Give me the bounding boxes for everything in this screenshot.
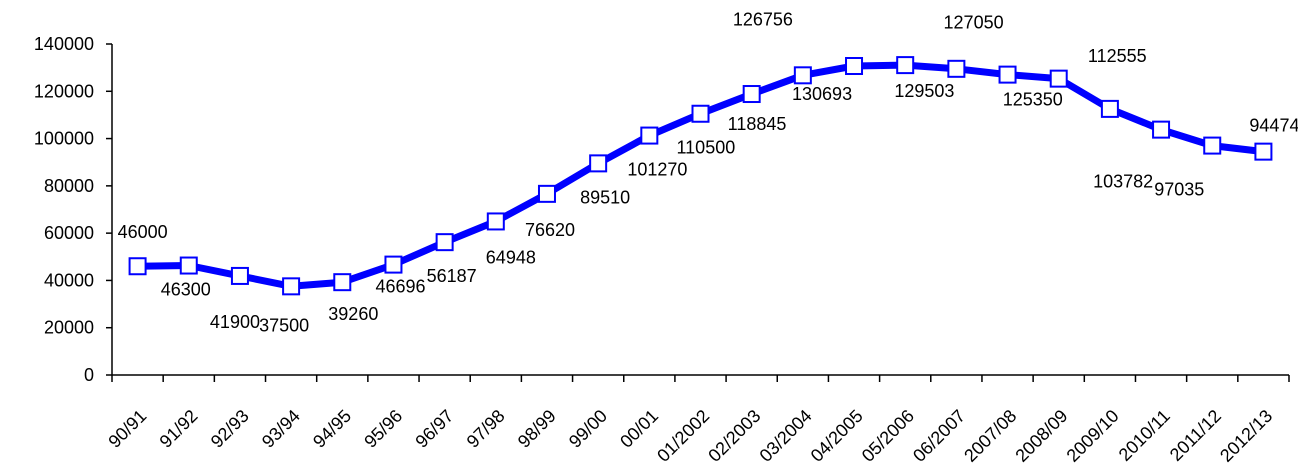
y-tick-label: 20000 — [44, 318, 94, 338]
y-tick-label: 0 — [84, 365, 94, 385]
x-tick-label: 93/94 — [258, 406, 304, 452]
data-label: 56187 — [427, 266, 477, 286]
data-label: 37500 — [259, 315, 309, 335]
x-tick-label: 99/00 — [565, 406, 611, 452]
data-point — [333, 273, 352, 292]
data-point — [589, 154, 608, 173]
data-point — [845, 57, 864, 76]
x-tick-label: 00/01 — [616, 406, 662, 452]
data-point — [486, 212, 505, 231]
data-label: 46300 — [161, 280, 211, 300]
x-tick-label: 92/93 — [207, 406, 253, 452]
x-tick-label: 91/92 — [156, 406, 202, 452]
x-axis-ticks: 90/91 91/92 92/93 93/94 94/95 95/96 96/97 97/98… — [104, 375, 1290, 466]
data-point — [896, 56, 915, 75]
data-label: 103782 — [1093, 172, 1153, 192]
data-label: 127050 — [944, 13, 1004, 33]
y-tick-label: 100000 — [34, 129, 94, 149]
data-point — [1049, 69, 1068, 88]
y-tick-label: 120000 — [34, 81, 94, 101]
data-label: 101270 — [627, 160, 687, 180]
data-label: 118845 — [728, 114, 787, 134]
data-point — [537, 184, 556, 203]
data-label: 41900 — [210, 312, 260, 332]
y-axis-ticks: 0 20000 40000 60000 80000 100000 120000 140000 — [34, 34, 112, 385]
data-point — [947, 59, 966, 78]
data-point — [640, 126, 659, 145]
x-tick-label: 05/2006 — [858, 406, 918, 466]
data-point — [128, 257, 147, 276]
x-tick-label: 2011/12 — [1166, 406, 1225, 465]
data-label: 126756 — [733, 9, 793, 29]
y-tick-label: 80000 — [44, 176, 94, 196]
x-tick-label: 2009/10 — [1063, 406, 1123, 466]
y-tick-label: 60000 — [44, 223, 94, 243]
x-tick-label: 2012/13 — [1216, 406, 1276, 466]
data-label: 112555 — [1088, 46, 1147, 66]
x-tick-label: 2010/11 — [1115, 406, 1174, 465]
data-label: 131072 — [869, 0, 929, 3]
x-tick-label: 2007/08 — [960, 406, 1020, 466]
data-label: 64948 — [486, 247, 536, 267]
data-point — [1100, 99, 1119, 118]
data-point — [435, 233, 454, 252]
data-point — [998, 65, 1017, 84]
x-tick-label: 03/2004 — [756, 406, 816, 466]
data-point — [691, 104, 710, 123]
data-point — [282, 277, 301, 296]
x-tick-label: 98/99 — [514, 406, 560, 452]
data-label: 46696 — [375, 277, 425, 297]
x-tick-label: 2008/09 — [1011, 406, 1071, 466]
y-tick-label: 40000 — [44, 270, 94, 290]
x-tick-label: 94/95 — [309, 406, 355, 452]
data-point — [793, 66, 812, 85]
data-point — [1152, 120, 1171, 139]
data-label: 39260 — [328, 304, 378, 324]
x-tick-label: 97/98 — [463, 406, 509, 452]
data-point — [1254, 142, 1273, 161]
data-point — [1203, 136, 1222, 155]
data-label: 89510 — [580, 187, 630, 207]
data-label: 129503 — [894, 81, 954, 101]
data-point — [384, 255, 403, 274]
x-tick-label: 01/2002 — [653, 406, 713, 466]
data-label: 97035 — [1154, 180, 1204, 200]
x-tick-label: 02/2003 — [704, 406, 764, 466]
data-point — [179, 256, 198, 275]
data-label: 46000 — [118, 222, 168, 242]
data-markers — [128, 56, 1273, 296]
x-tick-label: 96/97 — [411, 406, 457, 452]
data-label: 94474 — [1249, 116, 1298, 136]
data-point — [742, 85, 761, 104]
data-label: 125350 — [1003, 90, 1063, 110]
x-tick-label: 06/2007 — [909, 406, 969, 466]
y-tick-label: 140000 — [34, 34, 94, 54]
data-label: 110500 — [677, 138, 736, 158]
data-label: 130693 — [792, 84, 852, 104]
data-label: 76620 — [525, 220, 575, 240]
data-point — [230, 266, 249, 285]
x-tick-label: 90/91 — [104, 406, 150, 452]
x-tick-label: 04/2005 — [807, 406, 867, 466]
x-tick-label: 95/96 — [360, 406, 406, 452]
